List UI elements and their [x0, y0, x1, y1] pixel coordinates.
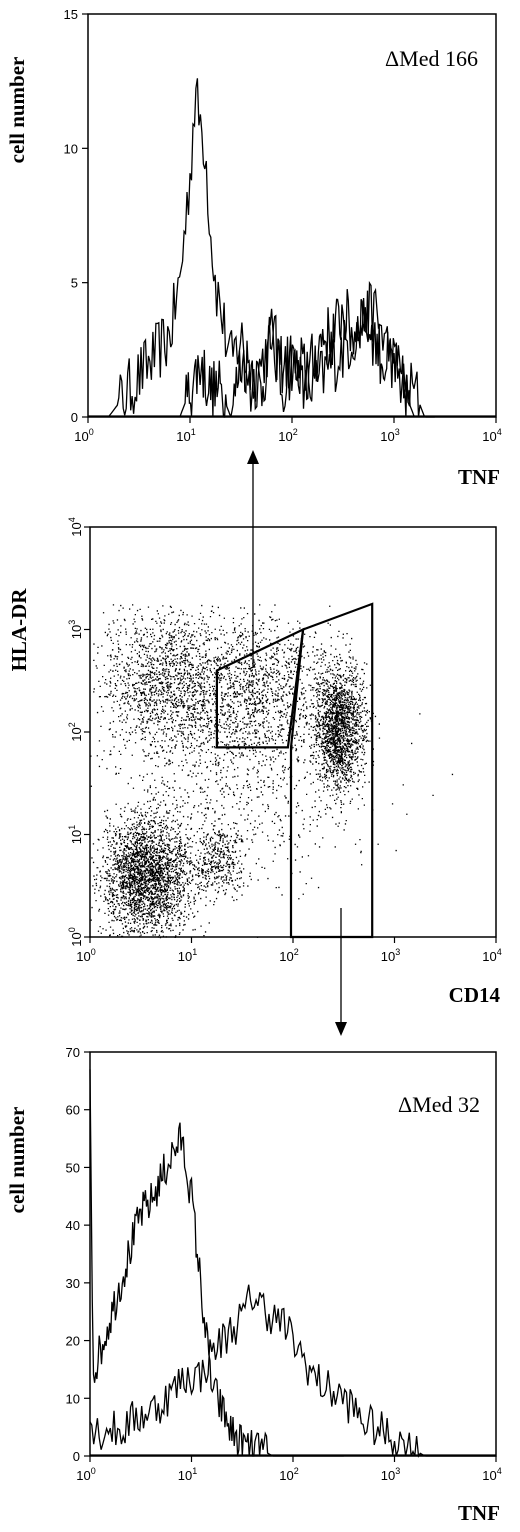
bottom-x-tick-label: 102 [279, 1466, 298, 1483]
top-y-tick-label: 5 [71, 276, 78, 291]
arrow-to-bottom [335, 908, 347, 1036]
top-x-tick-label: 103 [380, 427, 399, 444]
mid-x-ticks: 100 101 102 103 104 [76, 937, 502, 964]
bottom-series-1-curve [89, 1069, 344, 1457]
bottom-y-axis-label: cell number [5, 1107, 29, 1214]
bottom-x-tick-label: 100 [76, 1466, 95, 1483]
bottom-x-ticks: 100 101 102 103 104 [76, 1456, 502, 1483]
gate-2 [289, 602, 374, 939]
bottom-x-tick-label: 103 [381, 1466, 400, 1483]
bottom-x-axis-label: TNF [458, 1501, 500, 1525]
mid-y-axis-label: HLA-DR [7, 588, 31, 672]
top-x-axis-label: TNF [458, 465, 500, 489]
bottom-y-tick-label: 20 [66, 1334, 80, 1349]
mid-x-tick-label: 102 [279, 947, 298, 964]
top-y-ticks: 0 5 10 15 [64, 7, 88, 425]
dot-plot-events [90, 604, 454, 939]
mid-x-tick-label: 101 [178, 947, 197, 964]
mid-y-tick-label: 103 [67, 620, 84, 639]
top-histogram-panel: 0 5 10 15 100 101 102 103 104 cell number TNF Δ… [5, 7, 502, 489]
bottom-x-tick-label: 104 [482, 1466, 501, 1483]
top-series-2-curve [179, 289, 416, 418]
bottom-y-tick-label: 0 [73, 1449, 80, 1464]
bottom-y-tick-label: 40 [66, 1218, 80, 1233]
bottom-y-tick-label: 70 [66, 1045, 80, 1060]
bottom-histogram-panel: 0 10 20 30 40 50 60 70 100 101 102 103 104 cell num… [5, 1045, 502, 1525]
bottom-x-tick-label: 101 [178, 1466, 197, 1483]
dot-plot-gates [215, 602, 374, 939]
bottom-y-tick-label: 60 [66, 1103, 80, 1118]
bottom-series-2-curve [89, 1284, 496, 1458]
bottom-y-tick-label: 50 [66, 1160, 80, 1175]
top-annotation: ΔMed 166 [385, 46, 478, 71]
mid-y-ticks: 100 101 102 103 104 [67, 517, 90, 947]
dot-plot-event-dots [90, 604, 454, 939]
top-x-tick-label: 101 [176, 427, 195, 444]
mid-x-axis-label: CD14 [449, 983, 501, 1007]
bottom-y-tick-label: 30 [66, 1276, 80, 1291]
arrow-to-top [247, 450, 259, 668]
top-x-tick-label: 104 [482, 427, 501, 444]
bottom-curves [89, 1069, 496, 1458]
top-series-1-curve [107, 78, 435, 418]
mid-x-tick-label: 103 [381, 947, 400, 964]
top-x-ticks: 100 101 102 103 104 [74, 417, 502, 444]
top-x-tick-label: 100 [74, 427, 93, 444]
top-y-axis-label: cell number [5, 57, 29, 164]
top-y-tick-label: 10 [64, 141, 78, 156]
top-x-tick-label: 102 [278, 427, 297, 444]
bottom-annotation: ΔMed 32 [398, 1092, 480, 1117]
mid-x-tick-label: 100 [76, 947, 95, 964]
mid-y-tick-label: 104 [67, 517, 84, 536]
top-y-tick-label: 0 [71, 410, 78, 425]
dot-plot-panel: 100 101 102 103 104 100 101 102 103 104 HLA-DR C… [7, 517, 502, 1007]
gate-1 [215, 627, 305, 749]
top-y-tick-label: 15 [64, 7, 78, 22]
mid-x-tick-label: 104 [482, 947, 501, 964]
bottom-y-ticks: 0 10 20 30 40 50 60 70 [66, 1045, 90, 1464]
mid-y-tick-label: 101 [67, 825, 84, 844]
top-curves [88, 78, 496, 418]
mid-y-tick-label: 100 [67, 927, 84, 946]
bottom-y-tick-label: 10 [66, 1391, 80, 1406]
mid-y-tick-label: 102 [67, 722, 84, 741]
